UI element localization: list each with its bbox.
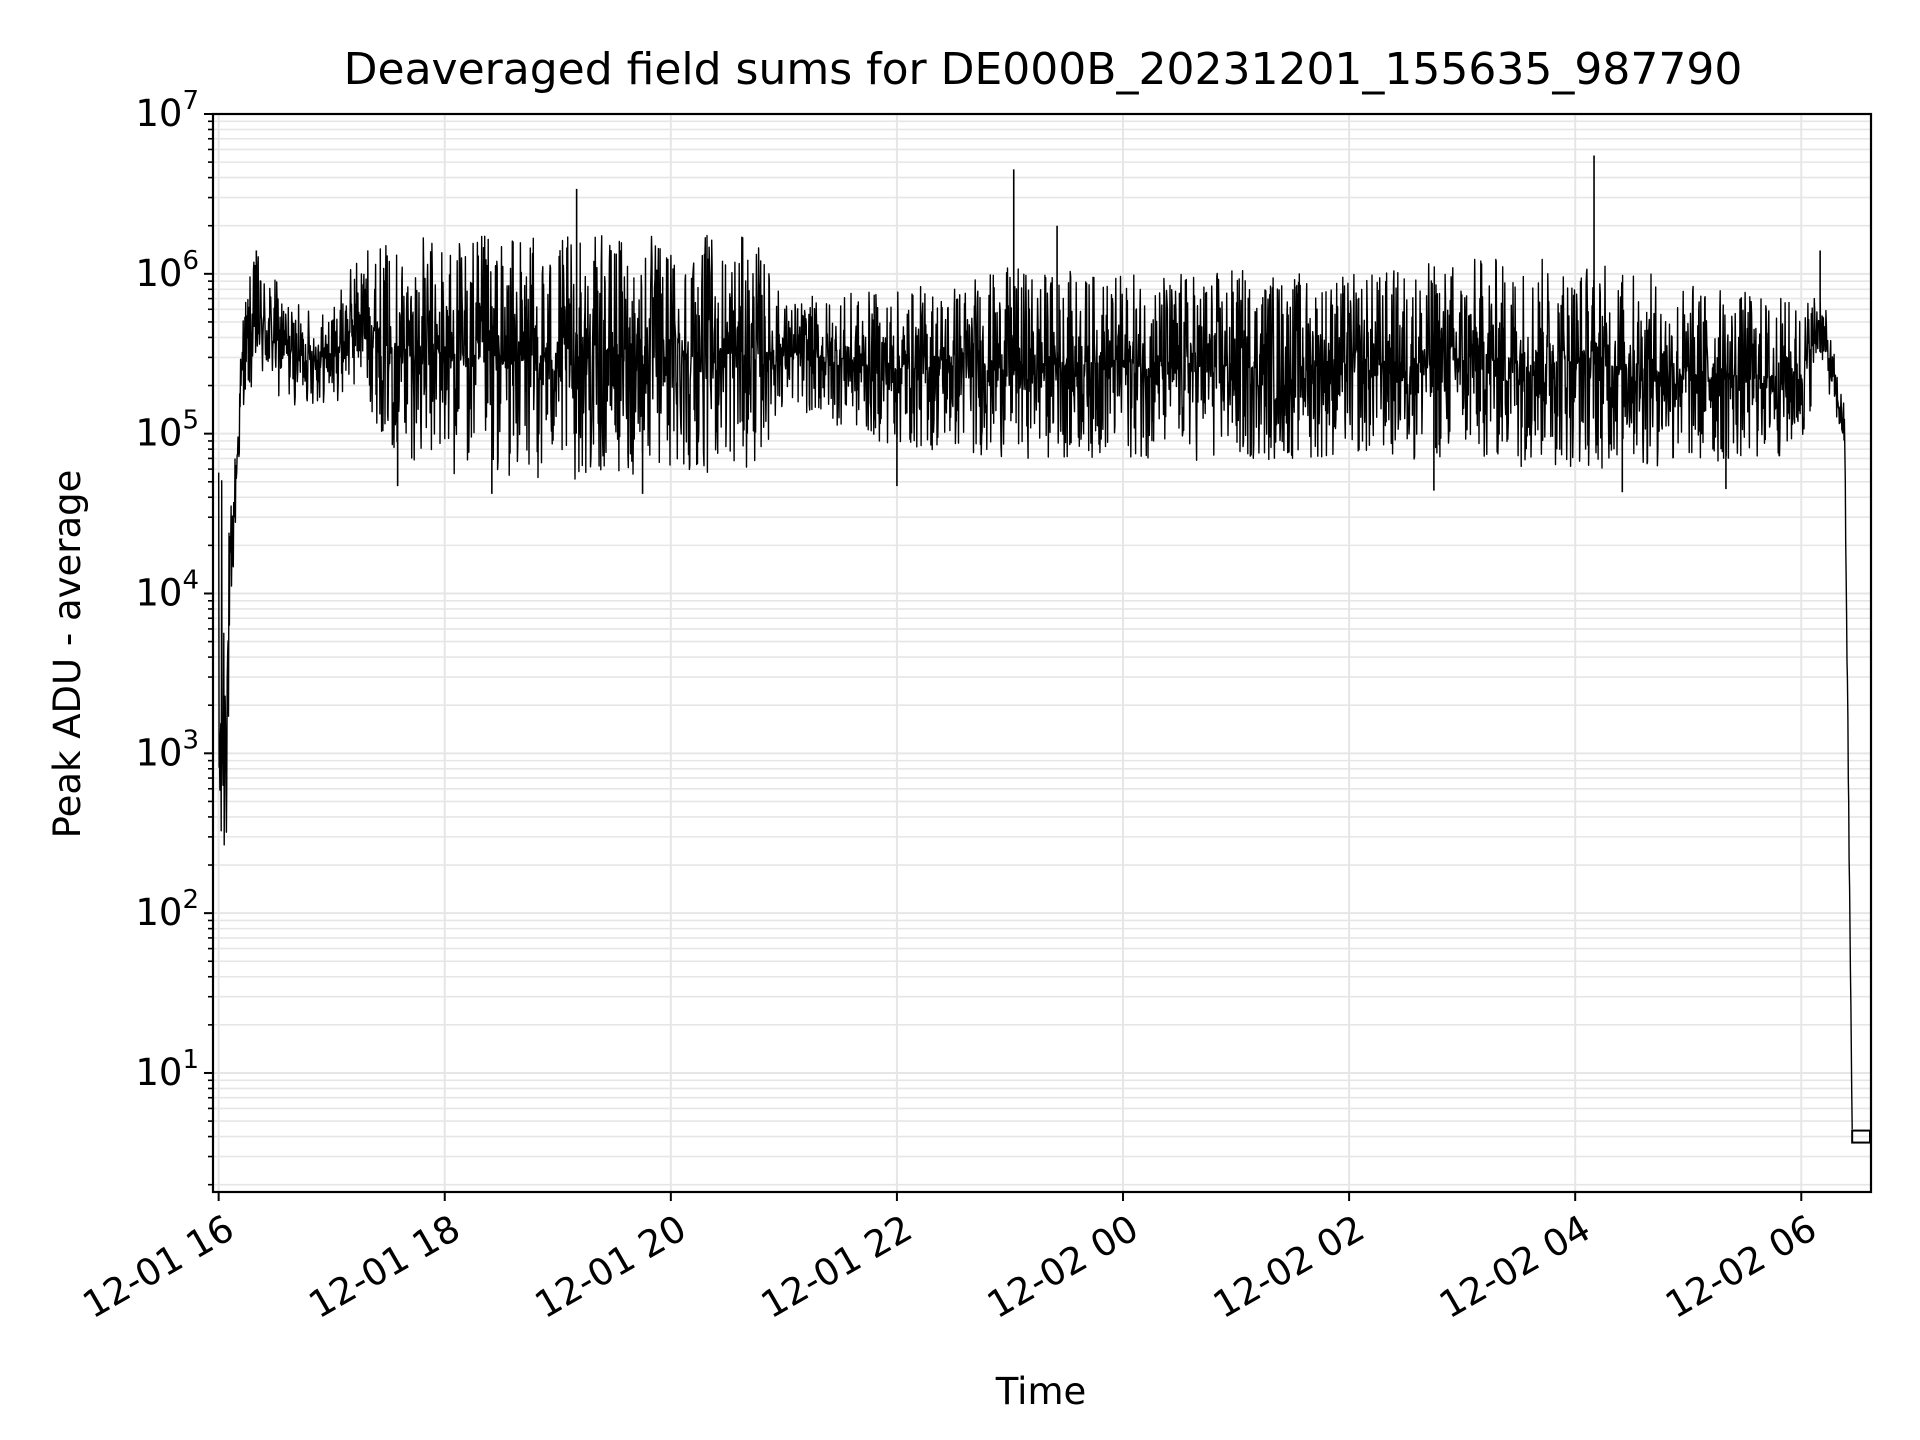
y-axis-ticks: 101 102 103 104 105 106 107 — [135, 86, 213, 1186]
y-tick-label: 104 — [135, 565, 199, 614]
y-tick-label: 101 — [135, 1045, 199, 1094]
y-tick-label: 107 — [135, 86, 199, 135]
series-trace — [218, 234, 1853, 1130]
y-axis-label: Peak ADU - average — [46, 470, 89, 839]
y-tick-label: 102 — [135, 885, 199, 934]
y-tick-label: 105 — [135, 406, 199, 455]
data-series — [218, 155, 1871, 1144]
chart-title: Deaveraged field sums for DE000B_2023120… — [344, 44, 1743, 95]
y-tick-label: 106 — [135, 246, 199, 295]
y-tick-label: 103 — [135, 725, 199, 774]
axes-frame — [211, 112, 1873, 1194]
x-axis-label: Time — [995, 1370, 1087, 1413]
